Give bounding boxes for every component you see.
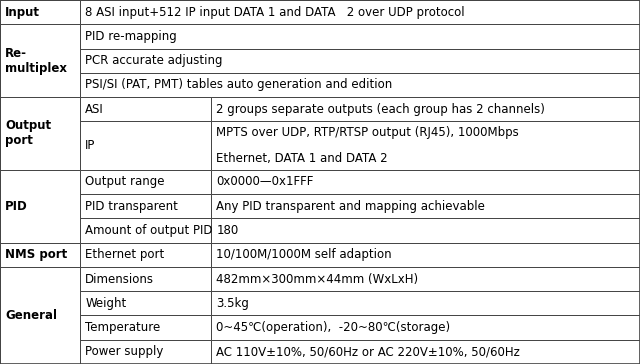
Text: PCR accurate adjusting: PCR accurate adjusting: [85, 54, 223, 67]
Bar: [211, 97, 640, 121]
Text: 2 groups separate outputs (each group has 2 channels): 2 groups separate outputs (each group ha…: [216, 103, 545, 116]
Bar: [211, 218, 640, 243]
Text: General: General: [5, 309, 57, 322]
Text: 10/100M/1000M self adaption: 10/100M/1000M self adaption: [216, 248, 392, 261]
Bar: [0, 170, 80, 243]
Text: MPTS over UDP, RTP/RTSP output (RJ45), 1000Mbps: MPTS over UDP, RTP/RTSP output (RJ45), 1…: [216, 126, 519, 139]
Bar: [0, 267, 80, 364]
Bar: [80, 24, 640, 48]
Bar: [0, 243, 80, 267]
Bar: [80, 121, 211, 170]
Bar: [80, 243, 211, 267]
Bar: [80, 194, 211, 218]
Text: Power supply: Power supply: [85, 345, 163, 359]
Bar: [80, 267, 211, 291]
Text: AC 110V±10%, 50/60Hz or AC 220V±10%, 50/60Hz: AC 110V±10%, 50/60Hz or AC 220V±10%, 50/…: [216, 345, 520, 359]
Text: Ethernet port: Ethernet port: [85, 248, 164, 261]
Bar: [211, 316, 640, 340]
Text: 8 ASI input+512 IP input DATA 1 and DATA   2 over UDP protocol: 8 ASI input+512 IP input DATA 1 and DATA…: [85, 5, 465, 19]
Bar: [80, 0, 640, 24]
Bar: [80, 73, 640, 97]
Text: PID re-mapping: PID re-mapping: [85, 30, 177, 43]
Bar: [211, 194, 640, 218]
Text: Input: Input: [5, 5, 40, 19]
Bar: [80, 340, 211, 364]
Bar: [80, 218, 211, 243]
Bar: [211, 170, 640, 194]
Bar: [0, 24, 80, 97]
Text: Re-
multiplex: Re- multiplex: [5, 47, 67, 75]
Text: PSI/SI (PAT, PMT) tables auto generation and edition: PSI/SI (PAT, PMT) tables auto generation…: [85, 78, 392, 91]
Bar: [211, 267, 640, 291]
Text: PID: PID: [5, 200, 28, 213]
Text: Ethernet, DATA 1 and DATA 2: Ethernet, DATA 1 and DATA 2: [216, 152, 388, 165]
Bar: [0, 0, 80, 24]
Text: 180: 180: [216, 224, 239, 237]
Text: NMS port: NMS port: [5, 248, 67, 261]
Text: 0x0000—0x1FFF: 0x0000—0x1FFF: [216, 175, 314, 189]
Text: Temperature: Temperature: [85, 321, 161, 334]
Bar: [211, 121, 640, 170]
Text: 3.5kg: 3.5kg: [216, 297, 249, 310]
Bar: [0, 97, 80, 170]
Text: Weight: Weight: [85, 297, 126, 310]
Text: PID transparent: PID transparent: [85, 200, 178, 213]
Text: Output range: Output range: [85, 175, 164, 189]
Text: ASI: ASI: [85, 103, 104, 116]
Text: 482mm×300mm×44mm (WxLxH): 482mm×300mm×44mm (WxLxH): [216, 273, 419, 286]
Bar: [80, 48, 640, 73]
Text: Any PID transparent and mapping achievable: Any PID transparent and mapping achievab…: [216, 200, 485, 213]
Text: Dimensions: Dimensions: [85, 273, 154, 286]
Text: Output
port: Output port: [5, 119, 51, 147]
Bar: [211, 340, 640, 364]
Bar: [80, 97, 211, 121]
Bar: [80, 170, 211, 194]
Bar: [211, 243, 640, 267]
Bar: [80, 291, 211, 316]
Bar: [211, 291, 640, 316]
Text: IP: IP: [85, 139, 95, 152]
Text: 0~45℃(operation),  -20~80℃(storage): 0~45℃(operation), -20~80℃(storage): [216, 321, 451, 334]
Bar: [80, 316, 211, 340]
Text: Amount of output PID: Amount of output PID: [85, 224, 212, 237]
